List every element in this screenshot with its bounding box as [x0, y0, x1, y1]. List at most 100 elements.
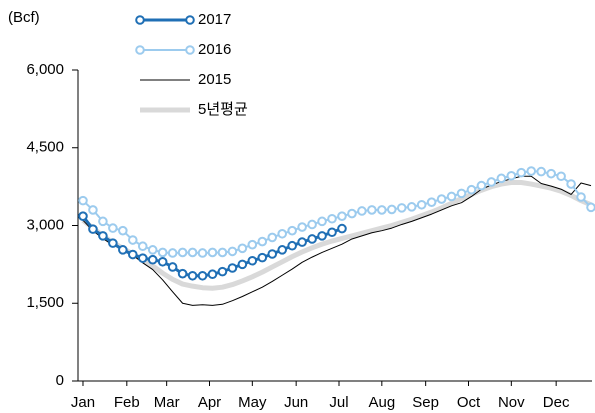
point [98, 231, 108, 241]
point [207, 247, 218, 258]
point [287, 240, 297, 251]
point [386, 204, 397, 215]
x-tick-label: Jul [329, 394, 348, 411]
point [247, 239, 258, 250]
point [167, 262, 178, 272]
y-tick-label: 3,000 [26, 216, 64, 233]
point [297, 222, 307, 232]
point [98, 216, 108, 227]
point [556, 171, 566, 182]
point [446, 191, 457, 202]
point [88, 205, 98, 215]
point [108, 223, 118, 233]
point [217, 266, 228, 277]
point [526, 166, 537, 176]
point [277, 228, 288, 239]
point [347, 208, 357, 219]
point [167, 248, 178, 258]
point [207, 269, 218, 280]
point [237, 259, 248, 270]
point [337, 211, 347, 221]
point [506, 170, 517, 181]
point [456, 188, 467, 199]
point [307, 234, 317, 244]
legend-marker [185, 15, 195, 25]
x-tick-label: May [238, 394, 267, 411]
point [147, 245, 158, 255]
point [88, 224, 98, 234]
point [327, 227, 337, 238]
point [277, 245, 288, 255]
point [157, 247, 168, 258]
legend-label: 2015 [198, 71, 231, 88]
point [257, 252, 268, 263]
point [247, 255, 258, 266]
y-tick-label: 0 [56, 372, 64, 389]
legend-marker [135, 45, 145, 55]
point [406, 202, 417, 212]
x-tick-label: Jun [284, 394, 308, 411]
point [227, 246, 238, 257]
point [486, 177, 497, 187]
x-tick-label: Oct [457, 394, 481, 411]
series-line [82, 175, 592, 306]
point [307, 219, 317, 230]
point [297, 237, 307, 247]
point [327, 213, 337, 224]
y-tick-label: 4,500 [26, 139, 64, 156]
point [367, 205, 377, 215]
legend-label: 2017 [198, 11, 231, 28]
point [377, 205, 387, 215]
point [267, 249, 278, 259]
point [566, 179, 576, 189]
point [177, 247, 188, 258]
point [287, 225, 297, 236]
point [546, 168, 556, 179]
point [137, 241, 148, 252]
legend-label: 5년평균 [198, 101, 248, 118]
point [257, 236, 268, 247]
x-tick-label: Feb [114, 394, 140, 411]
legend-marker [135, 15, 145, 25]
point [396, 203, 407, 213]
point [317, 231, 327, 241]
series-line [82, 170, 592, 254]
point [237, 243, 248, 254]
point [147, 254, 158, 265]
point [496, 173, 507, 184]
y-tick-label: 6,000 [26, 61, 64, 78]
y-tick-label: 1,500 [26, 294, 64, 311]
point [536, 166, 547, 177]
point [586, 202, 595, 213]
point [416, 199, 427, 210]
point [217, 247, 228, 258]
point [337, 223, 347, 234]
point [157, 256, 168, 267]
point [436, 194, 447, 204]
point [317, 216, 327, 227]
point [466, 184, 477, 195]
point [108, 238, 118, 248]
point [177, 268, 188, 279]
point [357, 206, 367, 216]
point [127, 249, 138, 260]
point [187, 247, 198, 258]
point [576, 192, 586, 202]
point [516, 167, 527, 178]
point [426, 197, 437, 207]
legend-label: 2016 [198, 41, 231, 58]
point [476, 180, 487, 191]
point [118, 245, 128, 255]
point [137, 253, 148, 263]
y-axis-label: (Bcf) [8, 9, 40, 26]
point [78, 195, 88, 206]
series-line [81, 179, 592, 291]
point [78, 211, 88, 221]
x-tick-label: Sep [412, 394, 439, 411]
legend-marker [185, 45, 195, 55]
point [118, 225, 128, 236]
point [197, 248, 208, 258]
x-tick-label: Aug [368, 394, 395, 411]
x-tick-label: Apr [198, 394, 221, 411]
